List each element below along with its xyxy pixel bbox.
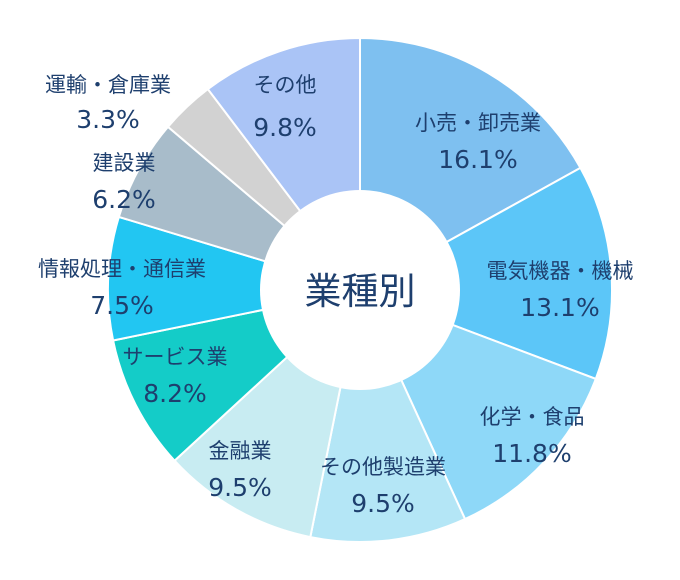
pie-slice xyxy=(357,166,614,381)
slice-name-label: その他製造業 xyxy=(320,455,446,479)
slice-value-label: 3.3% xyxy=(76,105,140,134)
slice-name-label: 運輸・倉庫業 xyxy=(45,73,171,97)
slice-name-label: 小売・卸売業 xyxy=(415,111,541,135)
slice-name-label: 電気機器・機械 xyxy=(487,259,634,283)
slice-value-label: 6.2% xyxy=(92,185,156,214)
slice-name-label: 情報処理・通信業 xyxy=(38,257,206,281)
slice-name-label: サービス業 xyxy=(123,345,228,369)
slice-name-label: 建設業 xyxy=(93,151,156,175)
slice-name-label: 金融業 xyxy=(209,439,272,463)
slice-value-label: 8.2% xyxy=(143,379,207,408)
slice-value-label: 9.5% xyxy=(351,489,415,518)
center-hole xyxy=(260,190,460,390)
slice-name-label: その他 xyxy=(254,73,317,97)
pie-slice xyxy=(107,215,361,342)
slice-value-label: 11.8% xyxy=(492,439,571,468)
slice-value-label: 13.1% xyxy=(520,293,599,322)
slice-value-label: 9.8% xyxy=(253,113,317,142)
slice-value-label: 16.1% xyxy=(438,145,517,174)
slice-value-label: 7.5% xyxy=(90,291,154,320)
slice-value-label: 9.5% xyxy=(208,473,272,502)
slice-name-label: 化学・食品 xyxy=(480,405,585,429)
labels-layer: 小売・卸売業 16.1% 電気機器・機械 13.1% 化学・食品 11.8% その他製造業 9… xyxy=(38,73,634,518)
center-title: 業種別 xyxy=(305,270,416,313)
